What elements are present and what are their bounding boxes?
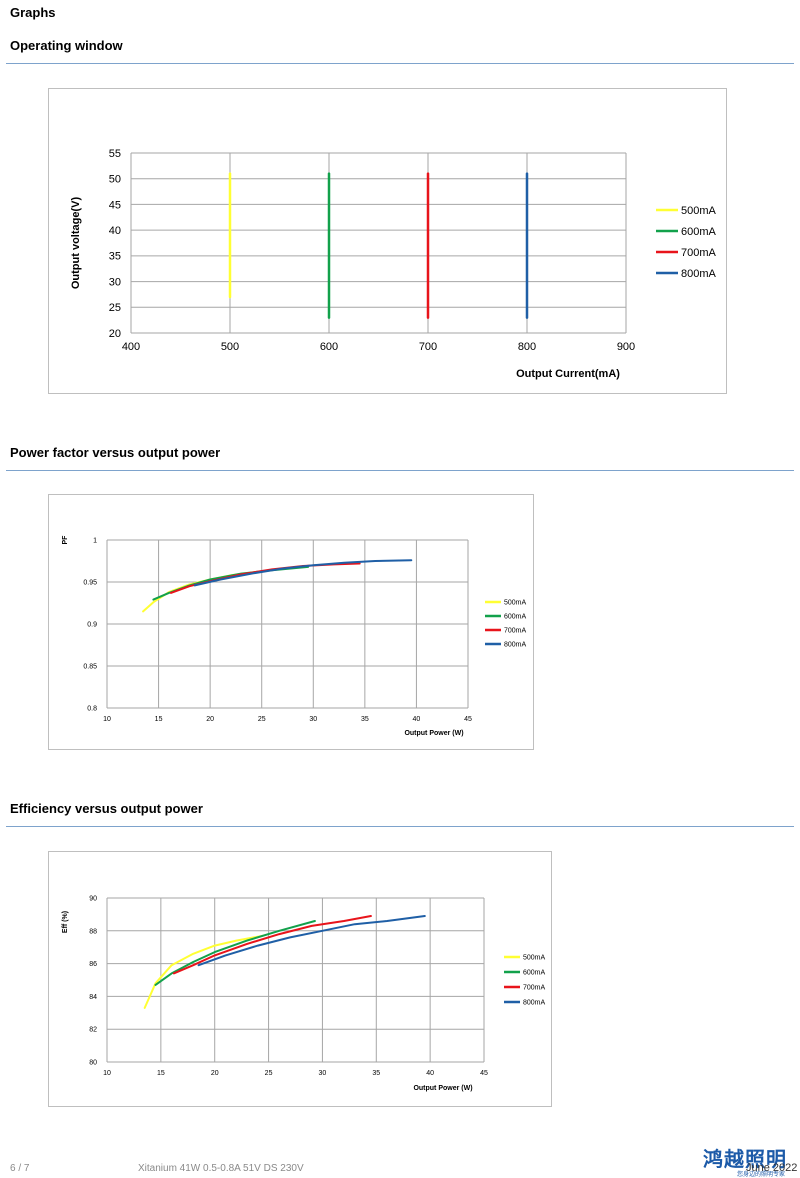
section-divider bbox=[6, 470, 794, 471]
x-tick-label: 10 bbox=[103, 716, 111, 723]
y-tick-label: 80 bbox=[89, 1059, 97, 1066]
legend-label: 800mA bbox=[523, 999, 546, 1006]
y-tick-label: 55 bbox=[109, 148, 121, 160]
y-tick-label: 1 bbox=[93, 537, 97, 544]
y-tick-label: 0.8 bbox=[87, 705, 97, 712]
legend-label: 500mA bbox=[681, 205, 717, 217]
chart-power-factor: 0.8 0.85 0.9 0.95 1 10 15 20 25 30 35 40 45 PF Output … bbox=[62, 535, 527, 737]
x-tick-label: 25 bbox=[258, 716, 266, 723]
legend-label: 500mA bbox=[523, 954, 546, 961]
y-tick-label: 82 bbox=[89, 1027, 97, 1034]
x-tick-label: 40 bbox=[426, 1070, 434, 1077]
legend-label: 700mA bbox=[504, 627, 527, 634]
section-title-efficiency: Efficiency versus output power bbox=[10, 801, 203, 816]
legend-label: 700mA bbox=[523, 984, 546, 991]
chart-frame-operating-window: 20 25 30 35 40 45 50 55 400 500 600 700 800 900 Output… bbox=[48, 88, 727, 394]
x-tick-label: 800 bbox=[518, 341, 536, 353]
x-tick-label: 15 bbox=[155, 716, 163, 723]
y-tick-label: 35 bbox=[109, 251, 121, 263]
legend-label: 600mA bbox=[504, 613, 527, 620]
x-axis-label: Output Power (W) bbox=[413, 1085, 472, 1092]
x-tick-label: 30 bbox=[319, 1070, 327, 1077]
section-divider bbox=[6, 63, 794, 64]
section-title-operating-window: Operating window bbox=[10, 38, 123, 53]
x-tick-label: 35 bbox=[361, 716, 369, 723]
x-tick-label: 20 bbox=[206, 716, 214, 723]
series-line-800mA bbox=[193, 559, 413, 587]
x-tick-label: 500 bbox=[221, 341, 239, 353]
x-tick-label: 600 bbox=[320, 341, 338, 353]
x-tick-label: 45 bbox=[480, 1070, 488, 1077]
y-axis-label: Output voltage(V) bbox=[70, 197, 82, 290]
x-axis-label: Output Power (W) bbox=[404, 730, 463, 737]
legend-label: 800mA bbox=[504, 641, 527, 648]
x-tick-label: 15 bbox=[157, 1070, 165, 1077]
x-tick-label: 20 bbox=[211, 1070, 219, 1077]
chart-operating-window: 20 25 30 35 40 45 50 55 400 500 600 700 800 900 Output… bbox=[70, 148, 717, 380]
y-tick-label: 0.85 bbox=[83, 663, 97, 670]
legend-label: 700mA bbox=[681, 247, 717, 259]
y-axis-label: Eff (%) bbox=[62, 911, 69, 933]
y-tick-label: 30 bbox=[109, 276, 121, 288]
series-line-800mA bbox=[197, 915, 426, 967]
legend-label: 800mA bbox=[681, 268, 717, 280]
x-tick-label: 35 bbox=[372, 1070, 380, 1077]
chart-efficiency: 80 82 84 86 88 90 10 15 20 25 30 35 40 45 Eff (%) Outpu… bbox=[62, 895, 546, 1092]
y-tick-label: 50 bbox=[109, 174, 121, 186]
y-tick-label: 88 bbox=[89, 928, 97, 935]
x-tick-label: 40 bbox=[413, 716, 421, 723]
x-tick-label: 25 bbox=[265, 1070, 273, 1077]
x-tick-label: 700 bbox=[419, 341, 437, 353]
chart-frame-power-factor: 0.8 0.85 0.9 0.95 1 10 15 20 25 30 35 40 45 PF Output … bbox=[48, 494, 534, 750]
brand-logo: 鸿越照明 bbox=[703, 1149, 787, 1171]
x-tick-label: 10 bbox=[103, 1070, 111, 1077]
y-tick-label: 45 bbox=[109, 199, 121, 211]
section-divider bbox=[6, 826, 794, 827]
footer-page-number: 6 / 7 bbox=[10, 1163, 30, 1174]
y-tick-label: 84 bbox=[89, 994, 97, 1001]
section-title-power-factor: Power factor versus output power bbox=[10, 445, 221, 460]
x-axis-label: Output Current(mA) bbox=[516, 368, 620, 380]
y-tick-label: 40 bbox=[109, 225, 121, 237]
legend-label: 600mA bbox=[523, 969, 546, 976]
y-tick-label: 25 bbox=[109, 302, 121, 314]
series-line-700mA bbox=[169, 562, 361, 594]
y-tick-label: 90 bbox=[89, 895, 97, 902]
series-line-600mA bbox=[154, 920, 316, 986]
series-line-700mA bbox=[172, 915, 372, 975]
x-tick-label: 400 bbox=[122, 341, 140, 353]
legend-label: 600mA bbox=[681, 226, 717, 238]
footer-product: Xitanium 41W 0.5-0.8A 51V DS 230V bbox=[138, 1163, 304, 1174]
series-line-500mA bbox=[143, 934, 265, 1009]
y-tick-label: 0.95 bbox=[83, 579, 97, 586]
legend-label: 500mA bbox=[504, 599, 527, 606]
series-line-600mA bbox=[152, 565, 310, 601]
series-line-500mA bbox=[142, 570, 258, 613]
x-tick-label: 45 bbox=[464, 716, 472, 723]
y-tick-label: 20 bbox=[109, 328, 121, 340]
y-axis-label: PF bbox=[62, 535, 69, 545]
x-tick-label: 900 bbox=[617, 341, 635, 353]
footer-date: June 2022 bbox=[746, 1162, 798, 1174]
y-tick-label: 0.9 bbox=[87, 621, 97, 628]
brand-tagline: 您身边的照明专家 bbox=[737, 1172, 786, 1178]
page-heading: Graphs bbox=[10, 5, 56, 20]
x-tick-label: 30 bbox=[309, 716, 317, 723]
y-tick-label: 86 bbox=[89, 961, 97, 968]
chart-frame-efficiency: 80 82 84 86 88 90 10 15 20 25 30 35 40 45 Eff (%) Outpu… bbox=[48, 851, 552, 1107]
